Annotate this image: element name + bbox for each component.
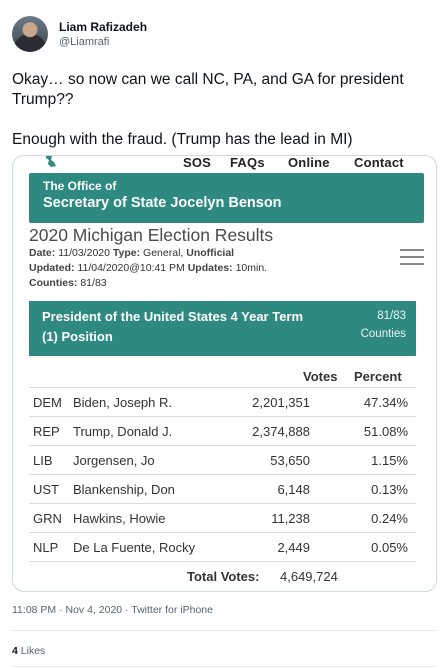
tweet-header: Liam Rafizadeh @Liamrafi: [12, 14, 436, 58]
meta-line-date: Date: 11/03/2020 Type: General, Unoffici…: [29, 247, 234, 259]
candidate-name: Trump, Donald J.: [73, 424, 173, 439]
candidate-name: Jorgensen, Jo: [73, 453, 155, 468]
meta-counties-value: 81/83: [80, 277, 107, 289]
party-code: DEM: [33, 395, 62, 410]
vote-percent: 0.05%: [371, 540, 408, 555]
results-title: 2020 Michigan Election Results: [29, 225, 274, 245]
race-position: (1) Position: [42, 329, 113, 344]
nav-link-sos: SOS: [183, 155, 212, 170]
nav-link-contact: Contact: [354, 155, 404, 170]
column-header-votes: Votes: [303, 369, 338, 384]
meta-updates-value: 10min.: [235, 262, 268, 274]
candidate-name: Blankenship, Don: [73, 482, 175, 497]
divider: [12, 666, 436, 667]
table-row: REP Trump, Donald J. 2,374,888 51.08%: [29, 416, 416, 444]
total-votes-value: 4,649,724: [280, 569, 338, 584]
party-code: REP: [33, 424, 60, 439]
table-row: DEM Biden, Joseph R. 2,201,351 47.34%: [29, 387, 416, 415]
office-name: Secretary of State Jocelyn Benson: [43, 195, 282, 211]
vote-count: 11,238: [271, 511, 310, 526]
tweet-media-image[interactable]: SOS FAQs Online Contact The Office of Se…: [12, 155, 437, 592]
table-row: GRN Hawkins, Howie 11,238 0.24%: [29, 503, 416, 531]
race-county-count: 81/83: [377, 310, 406, 322]
party-code: UST: [33, 482, 59, 497]
candidate-name: Biden, Joseph R.: [73, 395, 173, 410]
tweet-text: Okay… so now can we call NC, PA, and GA …: [12, 70, 440, 150]
vote-percent: 0.24%: [371, 511, 408, 526]
vote-percent: 47.34%: [363, 395, 408, 410]
column-header-percent: Percent: [354, 369, 402, 384]
tweet-text-line: Enough with the fraud. (Trump has the le…: [12, 131, 353, 148]
table-row: LIB Jorgensen, Jo 53,650 1.15%: [29, 445, 416, 473]
vote-count: 2,374,888: [252, 424, 310, 439]
likes-count[interactable]: 4 Likes: [12, 645, 45, 657]
tweet-timestamp[interactable]: 11:08 PM · Nov 4, 2020 · Twitter for iPh…: [12, 604, 213, 616]
michigan-logo-icon: [46, 156, 56, 167]
race-banner: President of the United States 4 Year Te…: [29, 301, 416, 356]
race-title: President of the United States 4 Year Te…: [42, 309, 304, 324]
meta-line-updated: Updated: 11/04/2020@10:41 PM Updates: 10…: [29, 262, 267, 274]
nav-link-faqs: FAQs: [230, 155, 265, 170]
meta-updated-value: 11/04/2020@10:41 PM: [77, 262, 185, 274]
vote-percent: 1.15%: [371, 453, 408, 468]
meta-date-value: 11/03/2020: [58, 247, 110, 259]
meta-type-label: Type:: [112, 247, 141, 259]
user-handle[interactable]: @Liamrafi: [59, 36, 110, 48]
party-code: NLP: [33, 540, 59, 555]
office-label: The Office of: [43, 179, 117, 193]
likes-number: 4: [12, 645, 18, 657]
total-votes-row: Total Votes: 4,649,724: [29, 561, 416, 587]
vote-count: 2,201,351: [252, 395, 310, 410]
vote-percent: 51.08%: [363, 424, 408, 439]
avatar[interactable]: [12, 16, 48, 52]
office-banner: The Office of Secretary of State Jocelyn…: [29, 173, 424, 223]
tweet-text-line: Okay… so now can we call NC, PA, and GA …: [12, 71, 404, 108]
likes-label: Likes: [20, 645, 46, 657]
vote-count: 6,148: [277, 482, 310, 497]
meta-date-label: Date:: [29, 247, 56, 259]
table-row: NLP De La Fuente, Rocky 2,449 0.05%: [29, 532, 416, 560]
divider: [12, 630, 436, 631]
party-code: LIB: [33, 453, 53, 468]
hamburger-menu-icon: [400, 249, 424, 265]
meta-updated-label: Updated:: [29, 262, 75, 274]
nav-link-online: Online: [288, 155, 330, 170]
meta-line-counties: Counties: 81/83: [29, 277, 107, 289]
vote-count: 2,449: [277, 540, 310, 555]
display-name[interactable]: Liam Rafizadeh: [59, 20, 148, 34]
meta-counties-label: Counties:: [29, 277, 78, 289]
meta-updates-label: Updates:: [187, 262, 233, 274]
vote-count: 53,650: [270, 453, 310, 468]
race-counties-label: Counties: [360, 328, 406, 340]
meta-type-value: General,: [143, 247, 184, 259]
party-code: GRN: [33, 511, 62, 526]
candidate-name: Hawkins, Howie: [73, 511, 166, 526]
meta-type-flag: Unofficial: [186, 247, 235, 259]
candidate-name: De La Fuente, Rocky: [73, 540, 196, 555]
site-nav: SOS FAQs Online Contact: [13, 155, 436, 172]
vote-percent: 0.13%: [371, 482, 408, 497]
table-row: UST Blankenship, Don 6,148 0.13%: [29, 474, 416, 502]
total-votes-label: Total Votes:: [187, 569, 260, 584]
